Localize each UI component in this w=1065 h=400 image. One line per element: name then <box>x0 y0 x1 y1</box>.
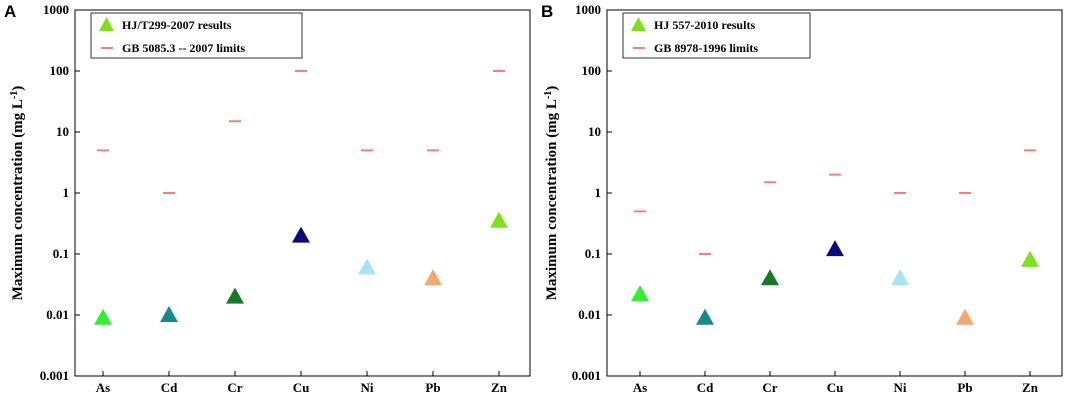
panel-b-x-ticks: As Cd Cr Cu Ni Pb Zn <box>633 371 1039 395</box>
panel-a-y-tick-label: 1 <box>63 185 70 200</box>
panel-a-result-cd <box>160 306 178 322</box>
panel-b-x-tick-label-as: As <box>633 380 647 395</box>
panel-b-y-tick-label: 1 <box>595 185 602 200</box>
panel-a-x-tick-label-as: As <box>96 380 110 395</box>
panel-b-result-as <box>631 285 649 302</box>
panel-a-result-as <box>94 308 112 325</box>
panel-b-result-cd <box>696 308 714 325</box>
panel-b-y-ticks: 0.001 0.01 0.1 1 10 100 1000 <box>572 2 612 383</box>
panel-a-y-tick-label: 10 <box>56 124 69 139</box>
panel-a-legend-limits-label: GB 5085.3 -- 2007 limits <box>122 41 245 55</box>
panel-b-legend-results-label: HJ 557-2010 results <box>654 18 755 32</box>
panel-b-y-tick-label: 1000 <box>575 2 601 17</box>
panel-b-y-tick-label: 0.1 <box>585 246 601 261</box>
panel-b-y-tick-label: 100 <box>582 63 602 78</box>
panel-b-result-markers <box>631 240 1039 325</box>
panel-b-legend: HJ 557-2010 results GB 8978-1996 limits <box>622 12 811 59</box>
panel-a-legend: HJ/T299-2007 results GB 5085.3 -- 2007 l… <box>90 12 303 59</box>
panel-a-result-zn <box>490 211 508 228</box>
panel-b-limit-marks <box>634 149 1036 255</box>
panel-a-plot-frame <box>74 9 531 377</box>
panel-b-legend-results-marker <box>631 17 646 31</box>
panel-b-legend-limits-label: GB 8978-1996 limits <box>654 41 758 55</box>
panel-b-x-tick-label-pb: Pb <box>957 380 972 395</box>
panel-b-plot-frame <box>606 9 1063 377</box>
panel-a-x-tick-label-pb: Pb <box>425 380 440 395</box>
panel-b-result-ni <box>891 269 909 286</box>
panel-b-legend-box <box>622 12 811 59</box>
panel-b-x-tick-label-zn: Zn <box>1022 380 1039 395</box>
panel-a-x-tick-label-cu: Cu <box>293 380 310 395</box>
panel-b-letter: B <box>541 2 553 21</box>
panel-a-result-cu <box>292 226 310 243</box>
panel-a-y-tick-label: 0.001 <box>40 368 69 383</box>
panel-b-x-tick-label-cu: Cu <box>827 380 844 395</box>
panel-b-y-tick-label: 0.001 <box>572 368 601 383</box>
panel-a-x-tick-label-cd: Cd <box>161 380 178 395</box>
panel-a-legend-box <box>90 12 303 59</box>
panel-b-x-tick-label-cr: Cr <box>762 380 777 395</box>
panel-a-limit-marks <box>97 70 505 194</box>
panel-b-x-tick-label-ni: Ni <box>894 380 907 395</box>
panel-a-y-tick-label: 0.1 <box>53 246 69 261</box>
panel-a-result-ni <box>358 258 376 275</box>
panel-b-y-tick-label: 0.01 <box>578 307 601 322</box>
panel-a-result-markers <box>94 211 508 325</box>
panel-b-y-axis-title: Maximum concentration (mg L-1) <box>543 86 561 301</box>
panel-a-y-tick-label: 1000 <box>43 2 69 17</box>
panel-b-result-pb <box>956 308 974 325</box>
panel-a-y-ticks: 0.001 0.01 0.1 1 10 100 1000 <box>40 2 80 383</box>
panel-a-y-tick-label: 0.01 <box>46 307 69 322</box>
panel-a-result-cr <box>226 287 244 304</box>
panel-b-y-tick-label: 10 <box>588 124 601 139</box>
panel-a-x-tick-label-zn: Zn <box>491 380 508 395</box>
panel-a-x-tick-label-cr: Cr <box>227 380 242 395</box>
panel-a-legend-results-marker <box>99 17 114 31</box>
panel-b-result-cu <box>826 240 844 257</box>
panel-a-letter: A <box>4 2 16 21</box>
panel-a-y-tick-label: 100 <box>50 63 70 78</box>
panel-a-x-tick-label-ni: Ni <box>361 380 374 395</box>
panel-b-x-tick-label-cd: Cd <box>697 380 714 395</box>
panel-a-x-ticks: As Cd Cr Cu Ni Pb Zn <box>96 371 508 395</box>
panel-b-chart: B Maximum concentration (mg L-1) 0.0010.… <box>541 2 1063 395</box>
panel-a-y-axis-title: Maximum concentration (mg L-1) <box>9 86 27 301</box>
panel-a-legend-results-label: HJ/T299-2007 results <box>122 18 232 32</box>
panel-a-result-pb <box>424 269 442 286</box>
panel-b-result-zn <box>1021 250 1039 267</box>
panel-b-result-cr <box>761 269 779 286</box>
panel-a-chart: A Maximum concentration (mg L-1) 0.0010.… <box>4 2 531 395</box>
